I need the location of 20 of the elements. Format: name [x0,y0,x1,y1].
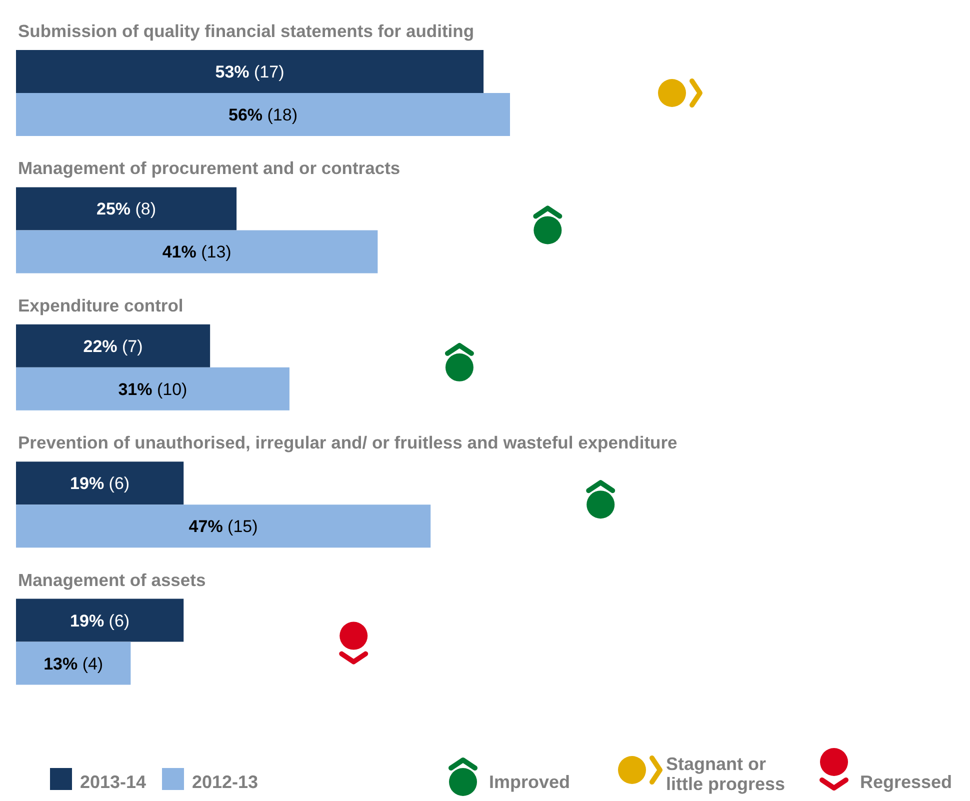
legend-label: 2012-13 [192,772,258,792]
text: Regressed [860,772,952,792]
y-tick-label: Submission of quality financial statements for auditing [18,21,474,41]
y-tick-label: Expenditure control [18,295,184,316]
y-tick-label: Management of assets [18,570,206,590]
data-label: 41% (13) [162,242,232,262]
data-label: 31% (10) [118,380,188,399]
data-label: 19% (6) [70,474,130,494]
y-tick-label: Management of procurement and or contracts [18,158,400,178]
data-label: 22% (7) [83,336,143,356]
data-label: 25% (8) [96,200,156,219]
data-label: 13% (4) [44,654,104,674]
text: Improved [489,772,570,792]
data-label: 56% (18) [228,106,298,124]
text: Stagnant or little progress [666,754,786,794]
data-label: 19% (6) [70,611,130,630]
data-label: 47% (15) [188,517,258,536]
data-label: 53% (17) [215,62,284,82]
y-tick-label: Prevention of unauthorised, irregular and/ or fruitless and wasteful expenditure [18,432,678,453]
legend-label: 2013-14 [80,772,146,792]
